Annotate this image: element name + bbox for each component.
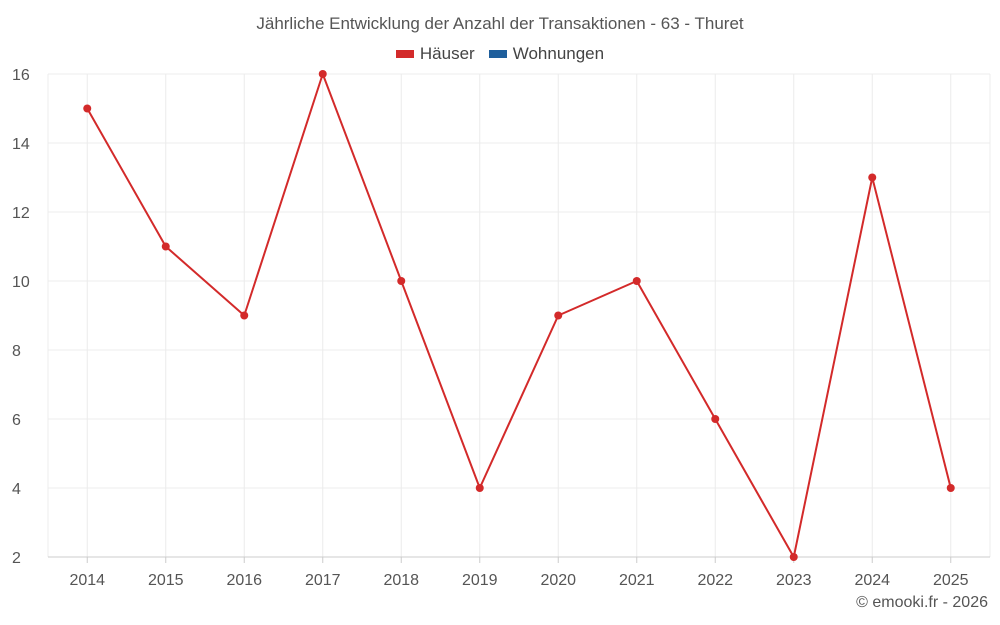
legend-swatch-haeuser	[395, 50, 414, 58]
data-point	[240, 311, 249, 320]
x-tick-label: 2017	[305, 572, 341, 589]
x-tick-label: 2022	[697, 572, 733, 589]
x-tick-label: 2014	[69, 572, 105, 589]
y-tick-label: 10	[12, 274, 30, 291]
data-point	[632, 277, 641, 285]
series-haeuser	[83, 70, 955, 561]
legend: Häuser Wohnungen	[0, 44, 1000, 64]
data-point	[83, 104, 92, 113]
legend-swatch-wohnungen	[488, 50, 507, 58]
legend-label-haeuser: Häuser	[419, 44, 475, 63]
y-tick-label: 12	[12, 205, 30, 222]
data-point	[946, 484, 955, 492]
data-point	[554, 311, 563, 320]
x-tick-label: 2021	[619, 572, 655, 589]
legend-item-wohnungen[interactable]: Wohnungen	[488, 44, 605, 64]
x-tick-label: 2025	[933, 572, 969, 589]
y-tick-label: 4	[12, 481, 21, 498]
grid-lines	[47, 73, 991, 558]
data-point	[475, 484, 484, 492]
legend-label-wohnungen: Wohnungen	[512, 44, 605, 63]
series-line-haeuser	[86, 73, 952, 558]
y-tick-label: 6	[12, 412, 21, 429]
x-tick-label: 2019	[462, 572, 498, 589]
x-tick-label: 2015	[148, 572, 184, 589]
legend-item-haeuser[interactable]: Häuser	[395, 44, 475, 64]
x-tick-label: 2020	[540, 572, 576, 589]
data-point	[711, 415, 720, 423]
axes: 2 4 6 8 10 12 14 16 2014 2015 2016 2017 2018 2019 2020…	[12, 67, 990, 589]
data-point	[318, 70, 327, 78]
y-tick-label: 8	[12, 343, 21, 360]
x-tick-label: 2016	[226, 572, 262, 589]
x-tick-label: 2024	[854, 572, 890, 589]
x-tick-label: 2018	[383, 572, 419, 589]
y-tick-label: 14	[12, 136, 30, 153]
y-tick-label: 16	[12, 67, 30, 84]
x-tick-label: 2023	[776, 572, 812, 589]
chart-title: Jährliche Entwicklung der Anzahl der Tra…	[256, 14, 744, 33]
data-point	[868, 173, 877, 182]
data-point	[789, 553, 798, 561]
data-point	[397, 277, 406, 285]
data-point	[161, 242, 170, 251]
y-tick-label: 2	[12, 550, 21, 567]
copyright-credit: © emooki.fr - 2026	[856, 594, 988, 611]
